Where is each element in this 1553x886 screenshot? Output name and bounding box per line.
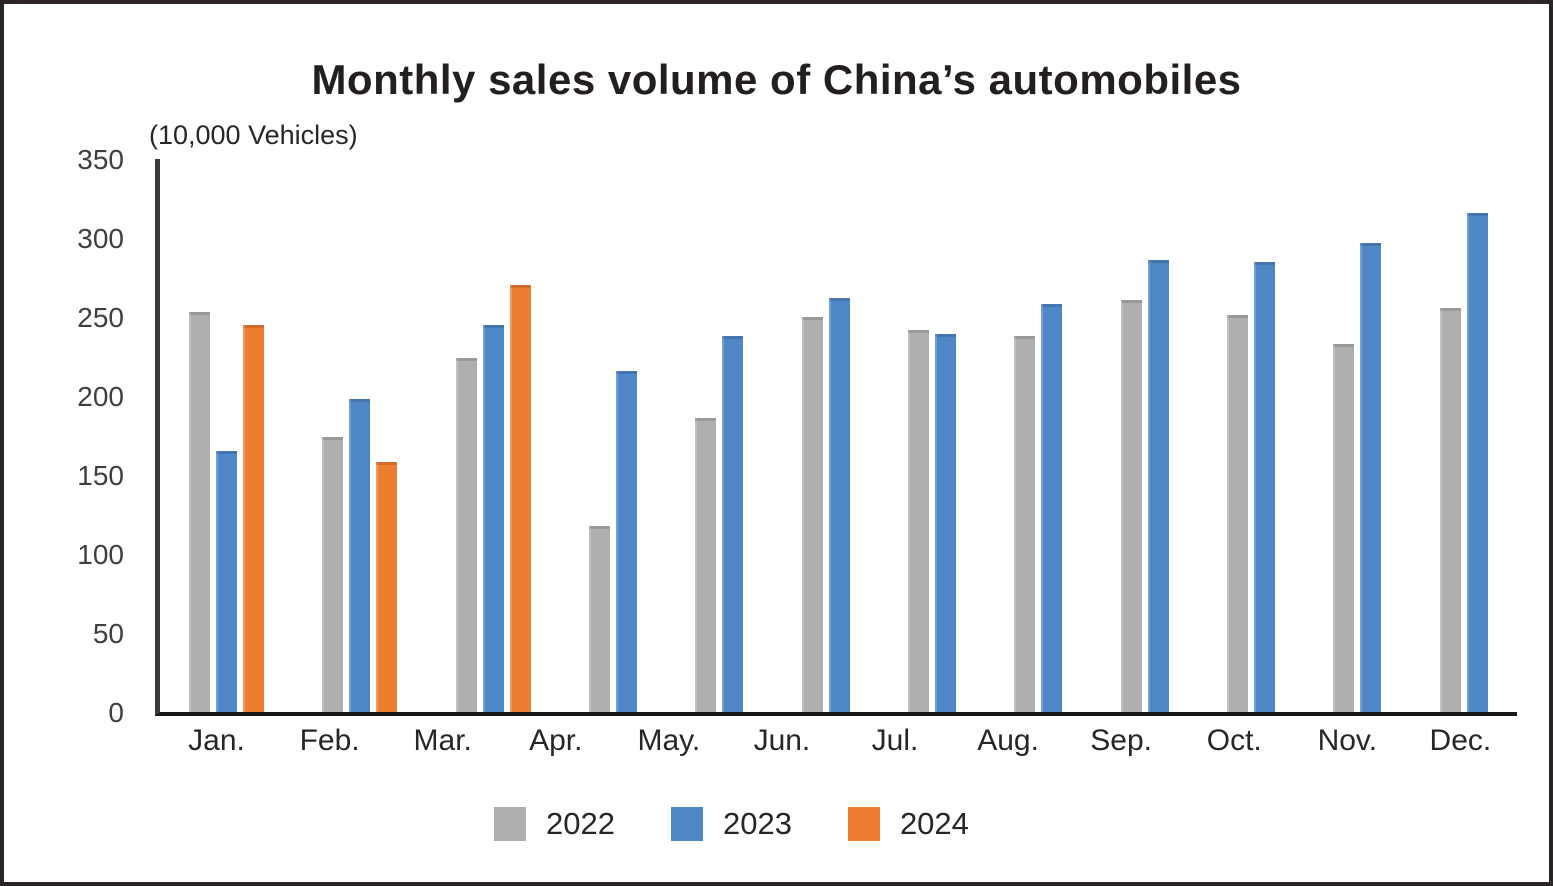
- legend-label: 2023: [722, 806, 792, 841]
- x-tick-label: Mar.: [413, 724, 472, 757]
- y-tick-label: 250: [77, 302, 124, 333]
- x-tick-label: May.: [637, 724, 701, 757]
- x-tick-label: Aug.: [977, 724, 1039, 757]
- legend-swatch-2024: [847, 807, 880, 841]
- bar-2023-may: [722, 335, 744, 712]
- bar-group-feb: [322, 159, 398, 712]
- bar-2022-jun: [801, 317, 823, 712]
- y-tick-label: 350: [77, 144, 124, 175]
- x-axis: Jan. Feb. Mar. Apr. May. Jun. Jul. Aug. Sep. Oct.…: [160, 724, 1517, 758]
- bar-group-jun: [801, 159, 850, 712]
- bar-group-may: [695, 159, 744, 712]
- bar-group-nov: [1333, 159, 1382, 712]
- bar-2022-jul: [908, 329, 930, 712]
- bar-2023-nov: [1360, 242, 1382, 712]
- x-tick-label: Dec.: [1429, 724, 1492, 757]
- bar-2023-jan: [216, 451, 238, 712]
- legend-label: 2022: [546, 806, 615, 841]
- bar-group-mar: [455, 159, 531, 712]
- plot-area: [155, 159, 1517, 716]
- bar-2024-mar: [509, 285, 531, 712]
- bar-group-jan: [189, 159, 265, 712]
- bar-2023-aug: [1041, 304, 1063, 712]
- bar-2022-mar: [455, 358, 477, 712]
- x-tick-label: Feb.: [299, 724, 360, 757]
- bar-2022-aug: [1014, 335, 1036, 712]
- x-tick-label: Apr.: [529, 724, 583, 757]
- y-tick-label: 100: [77, 539, 124, 570]
- bar-group-apr: [589, 159, 638, 712]
- bar-group-dec: [1439, 159, 1488, 712]
- bar-2022-dec: [1439, 307, 1461, 712]
- x-tick-label: Nov.: [1317, 724, 1378, 757]
- legend-label: 2024: [899, 806, 969, 841]
- bar-2023-dec: [1466, 212, 1488, 712]
- bar-2022-may: [695, 418, 717, 712]
- legend-item-2023: 2023: [670, 806, 792, 842]
- y-tick-label: 0: [108, 697, 124, 728]
- bar-group-jul: [908, 159, 957, 712]
- bar-2022-nov: [1333, 343, 1355, 712]
- bar-2024-jan: [243, 324, 265, 712]
- bar-2022-sep: [1120, 299, 1142, 712]
- bar-2022-feb: [322, 437, 344, 712]
- x-tick-label: Jun.: [753, 724, 811, 757]
- x-tick-label: Jan.: [188, 724, 245, 757]
- bar-group-oct: [1227, 159, 1276, 712]
- bar-2023-oct: [1254, 261, 1276, 712]
- y-axis-unit-label: (10,000 Vehicles): [149, 120, 358, 150]
- bar-2023-apr: [616, 370, 638, 712]
- bar-group-sep: [1120, 159, 1169, 712]
- y-tick-label: 150: [77, 460, 124, 491]
- legend-item-2022: 2022: [494, 806, 615, 842]
- chart-title: Monthly sales volume of China’s automobi…: [311, 56, 1242, 103]
- bar-2023-mar: [482, 324, 504, 712]
- bar-2022-apr: [589, 525, 611, 712]
- y-tick-label: 50: [92, 618, 124, 649]
- legend-item-2024: 2024: [847, 806, 969, 842]
- legend-swatch-2023: [670, 807, 703, 841]
- bar-2023-feb: [349, 399, 371, 712]
- legend-swatch-2022: [494, 807, 526, 841]
- bar-2024-feb: [376, 462, 398, 712]
- bar-2023-sep: [1147, 260, 1169, 712]
- x-tick-label: Sep.: [1090, 724, 1153, 757]
- bar-2022-jan: [189, 312, 211, 712]
- bar-2023-jul: [935, 334, 957, 712]
- legend: 2022 2023 2024: [494, 806, 969, 842]
- y-tick-label: 200: [77, 381, 124, 412]
- bar-2023-jun: [828, 298, 850, 712]
- y-tick-label: 300: [77, 223, 124, 254]
- bar-group-aug: [1014, 159, 1063, 712]
- x-tick-label: Oct.: [1206, 724, 1262, 757]
- bar-2022-oct: [1227, 315, 1249, 712]
- x-tick-label: Jul.: [871, 724, 919, 757]
